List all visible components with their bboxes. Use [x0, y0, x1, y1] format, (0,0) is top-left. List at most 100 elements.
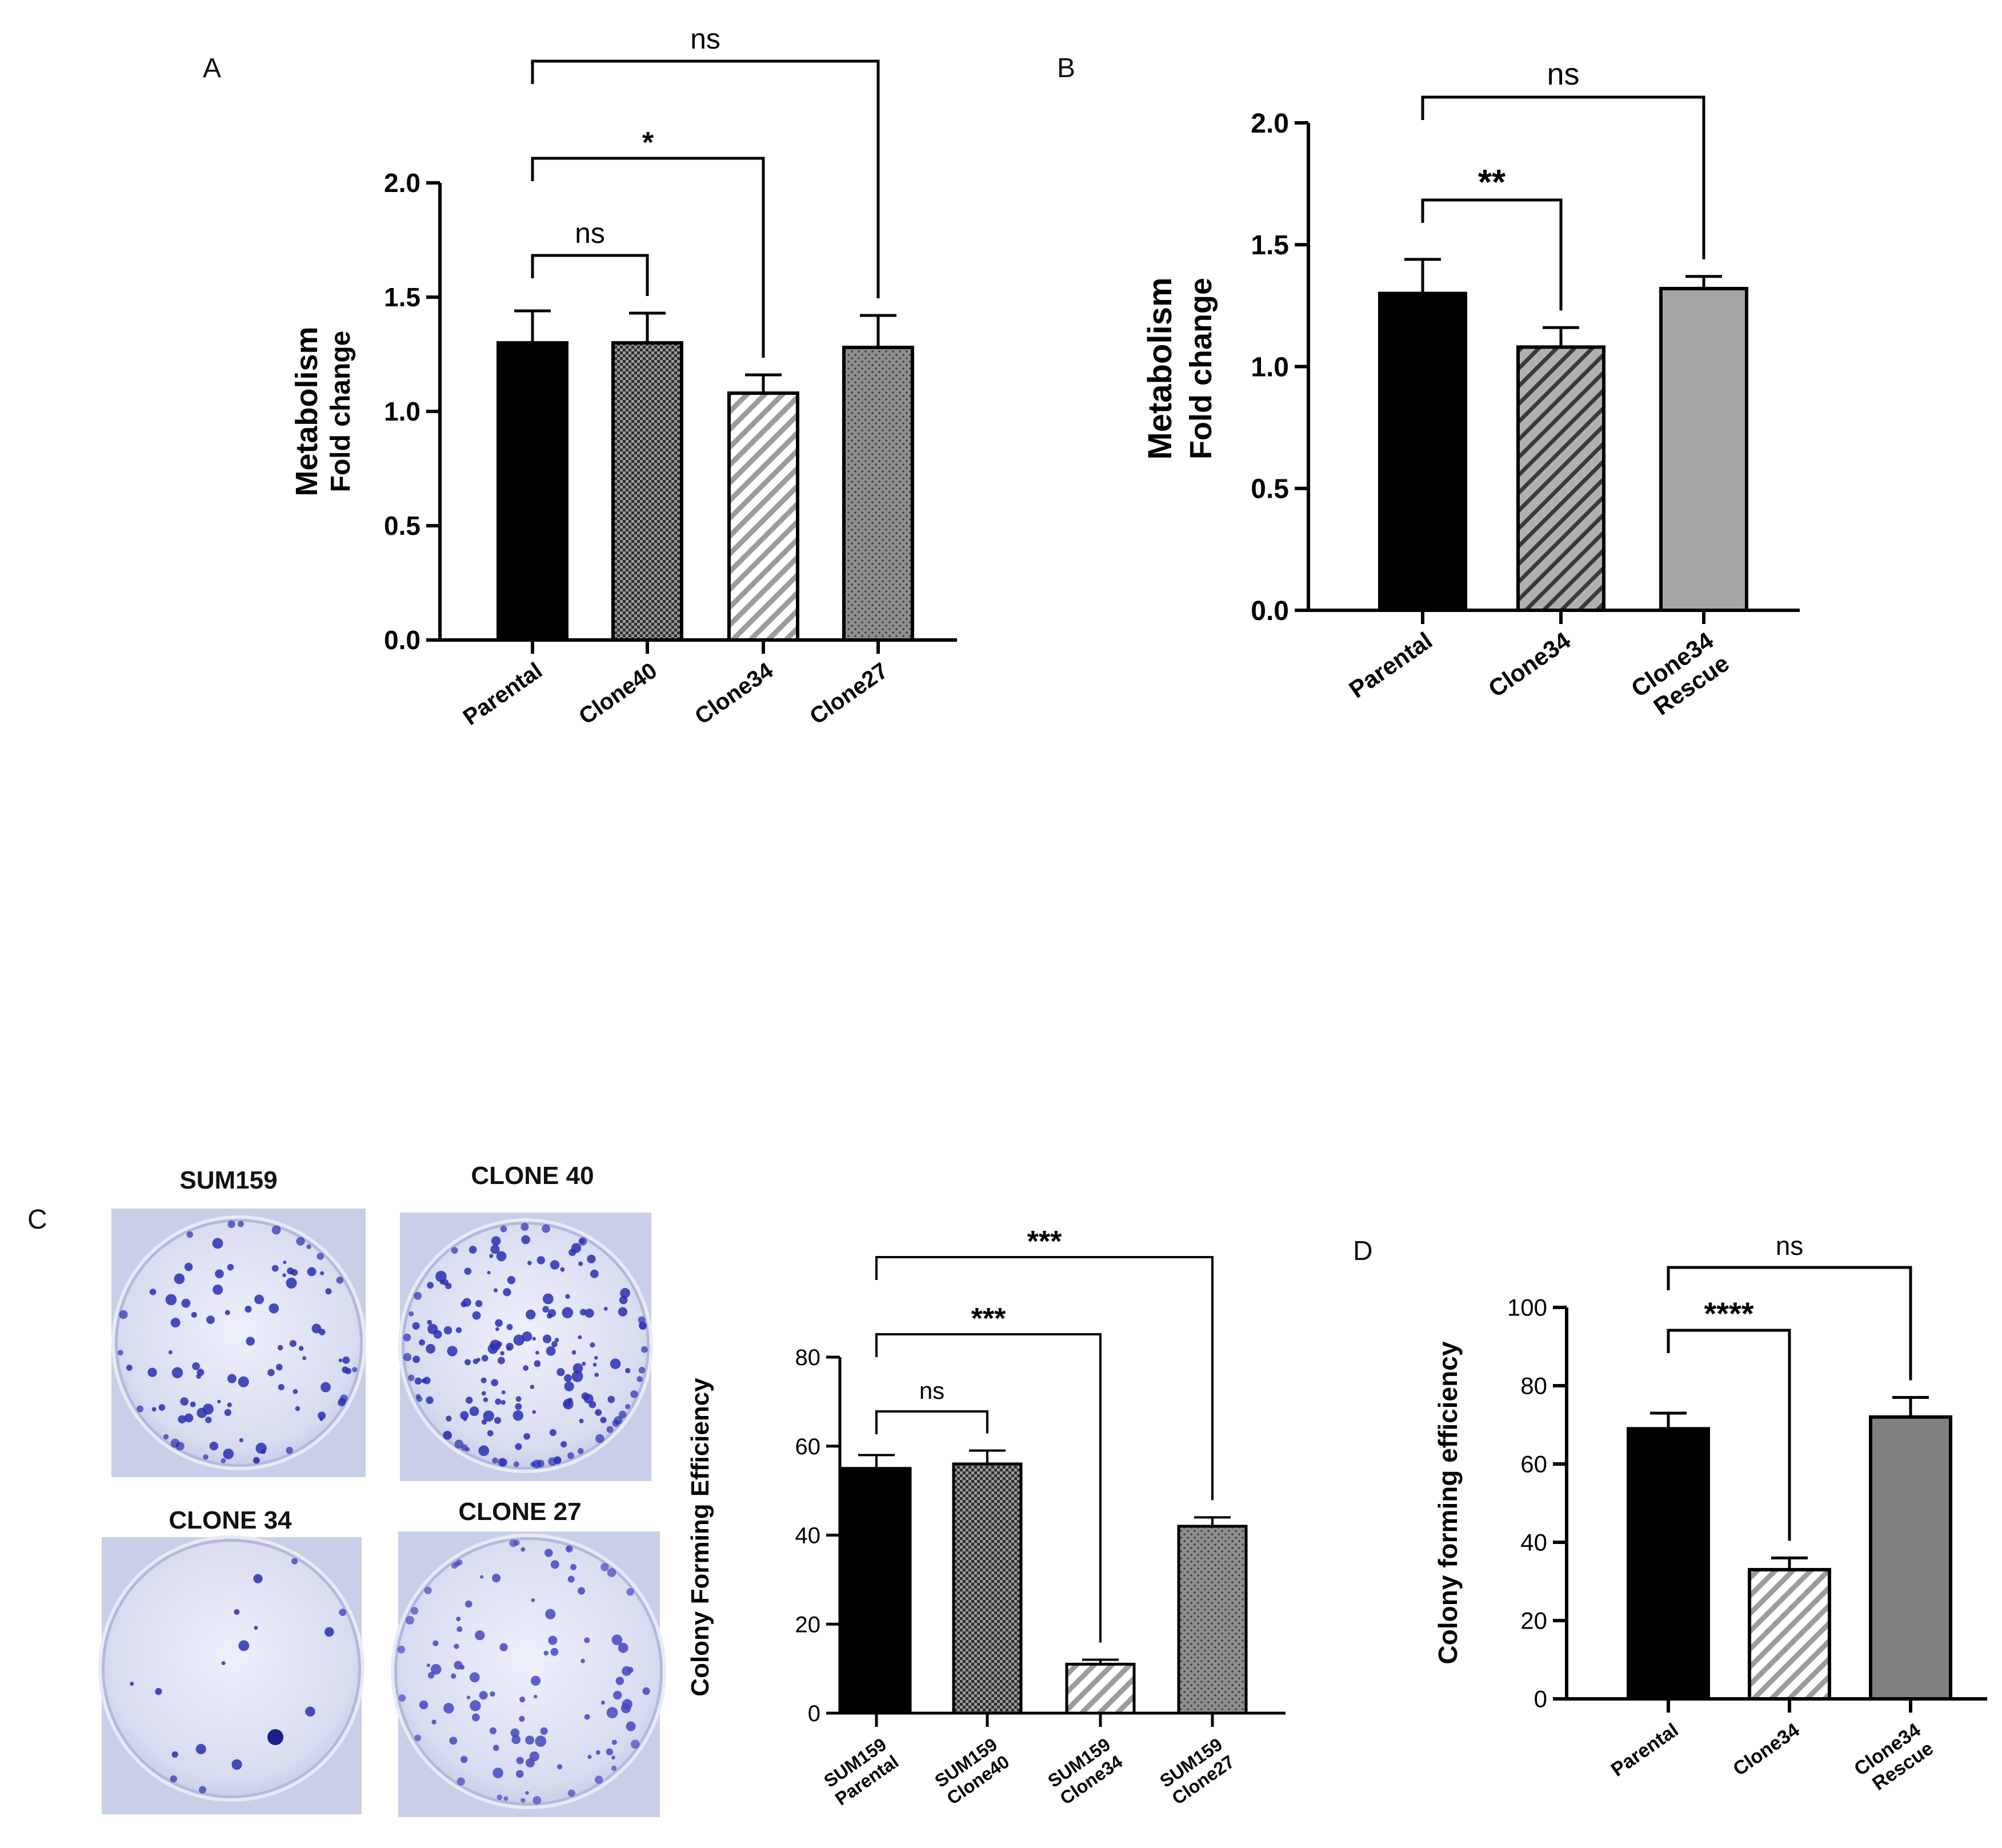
colony — [471, 1713, 480, 1722]
colony — [291, 1269, 298, 1276]
colony — [238, 1376, 249, 1387]
colony — [443, 1703, 454, 1714]
dish — [105, 1542, 358, 1795]
colony — [515, 1403, 522, 1410]
colony — [435, 1270, 447, 1282]
colony — [625, 1403, 631, 1410]
colony — [277, 1345, 283, 1351]
significance-bracket — [1421, 198, 1563, 311]
significance-bracket — [875, 1333, 1102, 1643]
colony — [618, 1307, 628, 1317]
colony — [551, 1341, 558, 1347]
panel-label-d: D — [1353, 1236, 1373, 1266]
colony — [622, 1699, 632, 1710]
colony — [302, 1356, 307, 1361]
colony — [246, 1337, 255, 1346]
colony — [478, 1445, 490, 1457]
colony — [459, 1665, 465, 1670]
colony — [530, 1385, 535, 1389]
colony — [338, 1358, 343, 1362]
colony — [158, 1404, 166, 1411]
y-tick-label: 0.0 — [384, 625, 421, 655]
colony — [495, 1398, 502, 1405]
colony — [461, 1444, 468, 1451]
colony — [603, 1307, 608, 1311]
colony — [548, 1457, 557, 1466]
colony — [130, 1682, 134, 1686]
y-tick-label: 2.0 — [384, 168, 421, 198]
y-tick-label: 80 — [795, 1345, 821, 1370]
colony — [630, 1739, 640, 1749]
colony — [548, 1309, 556, 1317]
colony-photo-clone27: CLONE 27 — [391, 1498, 666, 1817]
colony — [595, 1750, 600, 1755]
colony — [209, 1441, 218, 1451]
colony — [117, 1350, 123, 1356]
colony — [397, 1645, 406, 1654]
colony — [238, 1640, 250, 1651]
colony — [231, 1759, 242, 1770]
colony — [554, 1338, 559, 1342]
colony — [532, 1337, 536, 1341]
colony — [305, 1706, 315, 1717]
colony — [451, 1247, 458, 1254]
colony — [503, 1288, 511, 1297]
colony — [427, 1319, 433, 1325]
colony — [519, 1696, 526, 1703]
colony — [472, 1311, 481, 1320]
colony — [520, 1222, 529, 1231]
colony — [495, 1327, 499, 1331]
y-tick-label: 1.5 — [384, 282, 421, 312]
colony — [578, 1237, 587, 1246]
colony — [221, 1661, 226, 1665]
colony — [443, 1326, 453, 1335]
colony — [515, 1443, 522, 1450]
colony — [205, 1417, 212, 1423]
photo-label: CLONE 40 — [471, 1162, 594, 1190]
colony — [163, 1434, 169, 1440]
colony — [291, 1558, 298, 1565]
colony — [512, 1410, 524, 1421]
photo-label: SUM159 — [179, 1166, 277, 1194]
colony — [489, 1727, 497, 1735]
colony — [532, 1796, 542, 1805]
colony — [526, 1309, 536, 1320]
x-tick-label: Parental — [1344, 627, 1437, 703]
colony — [584, 1714, 590, 1720]
colony — [227, 1374, 237, 1383]
x-tick-label: SUM159Clone40 — [931, 1734, 1013, 1809]
colony — [234, 1609, 240, 1615]
colony — [170, 1318, 181, 1328]
colony — [433, 1640, 439, 1646]
colony — [414, 1291, 422, 1300]
colony — [556, 1368, 565, 1377]
colony — [522, 1331, 532, 1342]
colony — [295, 1406, 301, 1411]
colony — [491, 1236, 501, 1246]
bar-sum159-clone40 — [952, 1462, 1023, 1715]
colony — [513, 1334, 524, 1346]
colony — [181, 1298, 191, 1308]
y-axis-label: Colony forming efficiency — [1433, 1341, 1463, 1664]
colony — [500, 1351, 504, 1355]
colony — [320, 1271, 325, 1275]
colony — [627, 1667, 634, 1673]
colony — [641, 1346, 648, 1353]
colony — [457, 1777, 465, 1786]
colony — [532, 1410, 536, 1414]
colony — [227, 1263, 234, 1271]
colony — [501, 1390, 506, 1395]
y-axis-label-line2: Fold change — [326, 331, 356, 493]
colony — [515, 1770, 524, 1778]
dish — [397, 1540, 660, 1803]
colony — [175, 1442, 185, 1451]
colony — [213, 1284, 223, 1295]
colony — [620, 1288, 630, 1298]
colony — [515, 1396, 522, 1402]
colony — [408, 1374, 415, 1381]
colony — [171, 1367, 183, 1378]
colony — [413, 1355, 421, 1363]
bar-clone27 — [842, 346, 914, 642]
colony — [469, 1672, 480, 1683]
significance-bracket — [531, 157, 765, 358]
